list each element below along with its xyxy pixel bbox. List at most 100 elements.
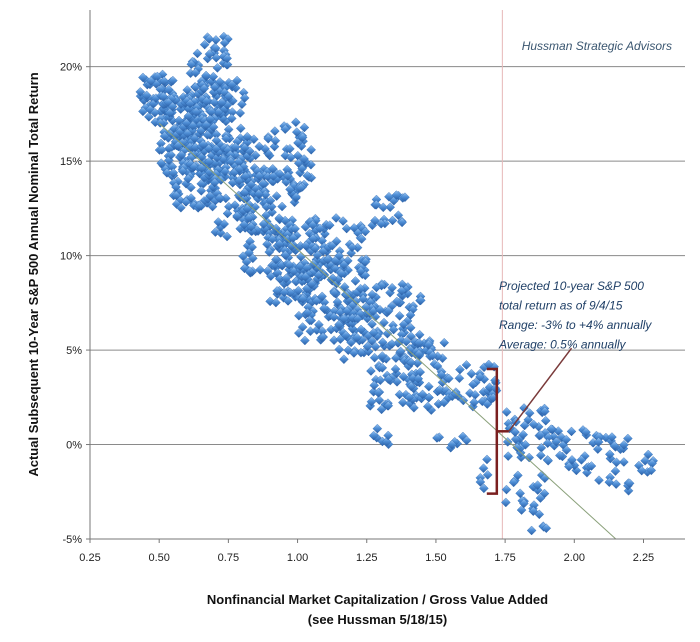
data-point	[267, 234, 278, 244]
data-point	[221, 133, 231, 144]
data-point	[611, 479, 621, 489]
data-point	[282, 171, 293, 181]
data-point	[593, 437, 604, 447]
data-point	[318, 246, 328, 257]
data-point	[546, 424, 556, 434]
data-point	[371, 282, 382, 293]
data-point	[204, 167, 215, 178]
data-point	[371, 199, 382, 210]
data-point	[339, 354, 349, 365]
data-point	[356, 234, 367, 244]
data-point	[284, 260, 294, 270]
data-point	[202, 130, 213, 140]
data-point	[543, 455, 553, 466]
data-point	[394, 389, 405, 400]
data-point	[212, 63, 223, 73]
data-point	[368, 327, 379, 338]
data-point	[156, 158, 166, 168]
data-point	[138, 72, 148, 83]
data-point	[208, 71, 219, 82]
data-point	[310, 243, 320, 254]
data-point	[239, 193, 249, 204]
data-point	[301, 262, 312, 273]
data-point	[266, 201, 277, 212]
data-point	[370, 215, 380, 226]
data-point	[387, 339, 397, 349]
data-point	[155, 118, 166, 128]
data-point	[199, 39, 210, 50]
data-point	[261, 210, 271, 221]
data-point	[204, 49, 215, 59]
data-point	[342, 306, 352, 316]
data-point	[535, 493, 546, 503]
data-point	[339, 313, 349, 324]
x-axis-title: Nonfinancial Market Capitalization / Gro…	[207, 592, 548, 607]
data-point	[279, 287, 290, 298]
data-point	[302, 307, 313, 318]
data-point	[406, 357, 416, 368]
data-point	[205, 191, 215, 201]
data-point	[227, 79, 237, 90]
data-point	[288, 233, 299, 243]
data-point	[466, 368, 477, 379]
data-point	[576, 455, 587, 465]
data-point	[294, 310, 304, 321]
data-point	[234, 176, 244, 186]
data-point	[186, 193, 196, 203]
data-point	[145, 104, 155, 115]
data-point	[369, 352, 380, 363]
data-point	[346, 337, 356, 348]
data-point	[609, 440, 620, 451]
data-point	[181, 118, 192, 128]
data-point	[508, 477, 519, 488]
data-point	[400, 192, 410, 203]
data-point	[298, 294, 308, 304]
data-point	[388, 324, 399, 335]
data-point	[382, 328, 393, 339]
data-point	[219, 219, 229, 229]
data-point	[222, 53, 232, 64]
data-point	[158, 91, 169, 102]
data-point	[490, 383, 501, 394]
data-point	[358, 294, 368, 304]
data-point	[263, 133, 273, 144]
data-point	[254, 141, 265, 152]
data-point	[281, 273, 291, 284]
data-point	[213, 107, 224, 117]
data-point	[201, 120, 211, 130]
data-point	[611, 457, 622, 468]
data-point	[375, 304, 385, 315]
data-point	[338, 216, 348, 226]
x-tick-label: 1.50	[425, 552, 446, 564]
data-point	[138, 106, 148, 117]
data-point	[360, 257, 371, 267]
data-point	[196, 186, 207, 196]
annotation-line: Range: -3% to +4% annually	[499, 318, 652, 332]
data-point	[461, 360, 472, 370]
data-point	[267, 164, 278, 174]
data-point	[540, 406, 550, 417]
data-point	[201, 96, 212, 107]
data-point	[144, 112, 154, 122]
data-point	[427, 350, 438, 361]
data-point	[182, 85, 193, 95]
data-point	[262, 239, 272, 250]
data-point	[475, 477, 486, 487]
data-point	[372, 423, 383, 434]
data-point	[264, 247, 275, 257]
y-tick-label: 15%	[60, 156, 82, 168]
data-point	[159, 131, 170, 141]
data-point	[542, 438, 553, 449]
data-point	[619, 457, 629, 467]
data-point	[336, 268, 347, 279]
data-point	[366, 396, 377, 407]
y-tick-label: -5%	[62, 534, 82, 546]
data-point	[524, 452, 535, 463]
data-point	[293, 285, 304, 296]
data-point	[422, 401, 433, 412]
annotation-line: Average: 0.5% annually	[498, 338, 627, 352]
data-point	[311, 296, 322, 306]
data-point	[285, 144, 295, 154]
data-point	[290, 224, 300, 234]
